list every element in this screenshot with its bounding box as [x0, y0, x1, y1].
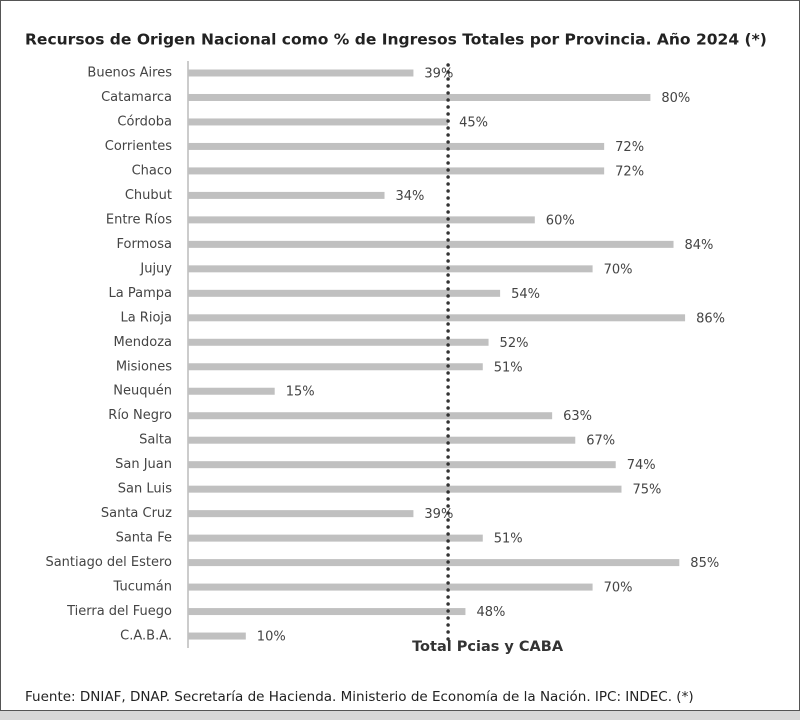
bar: [188, 534, 483, 542]
y-tick-label: Catamarca: [101, 90, 172, 105]
y-tick-label: San Juan: [115, 457, 172, 472]
y-tick-label: Formosa: [117, 237, 172, 252]
y-tick-label: Santa Fe: [116, 531, 172, 546]
data-label: 80%: [661, 91, 690, 106]
data-label: 34%: [396, 189, 425, 204]
data-label: 72%: [615, 140, 644, 155]
bar: [188, 583, 593, 591]
chart-title: Recursos de Origen Nacional como % de In…: [25, 31, 767, 49]
data-label: 70%: [604, 262, 633, 277]
bar: [188, 461, 616, 469]
data-label: 84%: [685, 238, 714, 253]
bar: [188, 93, 651, 101]
data-label: 70%: [604, 581, 633, 596]
bar: [188, 608, 466, 616]
bar: [188, 412, 553, 420]
bottom-strip: [0, 711, 800, 720]
data-label: 86%: [696, 311, 725, 326]
bar: [188, 289, 501, 297]
y-tick-label: Jujuy: [139, 261, 172, 276]
bar: [188, 436, 576, 444]
bar: [188, 142, 605, 150]
bar: [188, 338, 489, 346]
bar: [188, 387, 275, 395]
y-tick-label: Entre Ríos: [106, 212, 172, 227]
data-label: 60%: [546, 213, 575, 228]
data-label: 54%: [511, 287, 540, 302]
bar: [188, 559, 680, 567]
data-label: 63%: [563, 409, 592, 424]
y-tick-label: Río Negro: [108, 408, 172, 423]
y-tick-label: Misiones: [116, 359, 172, 374]
bar: [188, 314, 686, 322]
data-label: 85%: [690, 556, 719, 571]
data-label: 75%: [633, 483, 662, 498]
source-note: Fuente: DNIAF, DNAP. Secretaría de Hacie…: [25, 689, 694, 705]
bar: [188, 510, 414, 518]
bar: [188, 69, 414, 77]
data-label: 52%: [500, 336, 529, 351]
y-tick-label: La Pampa: [109, 286, 172, 301]
data-label: 39%: [424, 67, 453, 82]
y-tick-label: La Rioja: [120, 310, 172, 325]
y-tick-label: Chubut: [125, 188, 172, 203]
data-label: 51%: [494, 532, 523, 547]
data-label: 67%: [586, 434, 615, 449]
y-tick-label: Chaco: [132, 163, 172, 178]
data-label: 15%: [286, 385, 315, 400]
y-tick-label: Salta: [139, 433, 172, 448]
bar: [188, 167, 605, 175]
data-label: 10%: [257, 630, 286, 645]
data-label: 72%: [615, 164, 644, 179]
bar: [188, 363, 483, 371]
data-label: 74%: [627, 458, 656, 473]
bar: [188, 240, 674, 248]
bar: [188, 191, 385, 199]
y-tick-label: Santiago del Estero: [45, 555, 172, 570]
data-label: 39%: [424, 507, 453, 522]
y-tick-label: Neuquén: [113, 384, 172, 399]
y-tick-label: Santa Cruz: [101, 506, 172, 521]
bar: [188, 485, 622, 493]
y-tick-label: C.A.B.A.: [120, 629, 172, 644]
data-label: 48%: [476, 605, 505, 620]
y-tick-label: San Luis: [118, 482, 172, 497]
y-tick-label: Tucumán: [113, 580, 172, 595]
bar: [188, 216, 535, 224]
y-tick-label: Mendoza: [114, 335, 172, 350]
bar: [188, 265, 593, 273]
bar: [188, 118, 449, 126]
data-label: 51%: [494, 360, 523, 375]
y-tick-label: Córdoba: [117, 114, 172, 129]
bar: [188, 632, 246, 640]
y-tick-label: Corrientes: [105, 139, 172, 154]
y-tick-label: Buenos Aires: [87, 66, 172, 81]
data-label: 45%: [459, 115, 488, 130]
reference-label: Total Pcias y CABA: [412, 639, 564, 655]
y-tick-label: Tierra del Fuego: [66, 604, 172, 619]
